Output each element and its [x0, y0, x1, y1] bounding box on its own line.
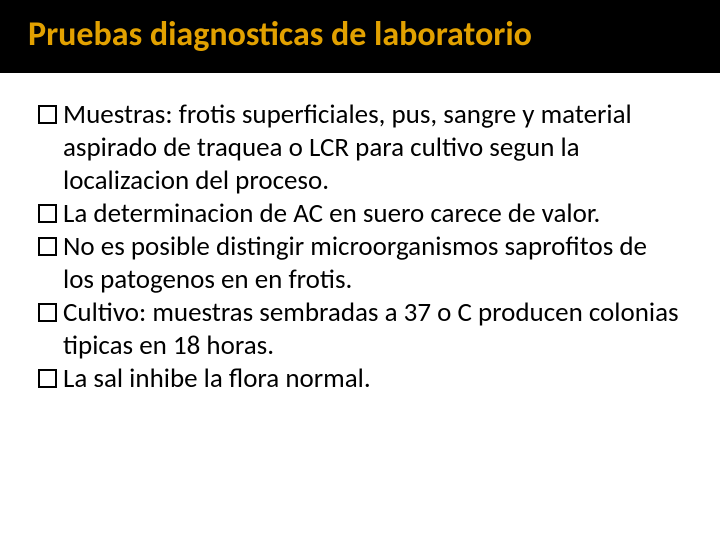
- bullet-text: La determinacion de AC en suero carece d…: [63, 198, 684, 231]
- title-bar: Pruebas diagnosticas de laboratorio: [0, 0, 720, 73]
- list-item: La sal inhibe la flora normal.: [38, 363, 684, 396]
- bullet-text: Cultivo: muestras sembradas a 37 o C pro…: [63, 297, 684, 363]
- bullet-square-icon: [38, 204, 57, 223]
- list-item: La determinacion de AC en suero carece d…: [38, 198, 684, 231]
- bullet-square-icon: [38, 105, 57, 124]
- bullet-square-icon: [38, 303, 57, 322]
- bullet-text: No es posible distingir microorganismos …: [63, 231, 684, 297]
- list-item: Cultivo: muestras sembradas a 37 o C pro…: [38, 297, 684, 363]
- list-item: No es posible distingir microorganismos …: [38, 231, 684, 297]
- slide-title: Pruebas diagnosticas de laboratorio: [28, 14, 702, 55]
- bullet-square-icon: [38, 369, 57, 388]
- list-item: Muestras: frotis superficiales, pus, san…: [38, 99, 684, 198]
- bullet-text: Muestras: frotis superficiales, pus, san…: [63, 99, 684, 198]
- bullet-text: La sal inhibe la flora normal.: [63, 363, 684, 396]
- bullet-square-icon: [38, 237, 57, 256]
- slide-body: Muestras: frotis superficiales, pus, san…: [0, 73, 720, 395]
